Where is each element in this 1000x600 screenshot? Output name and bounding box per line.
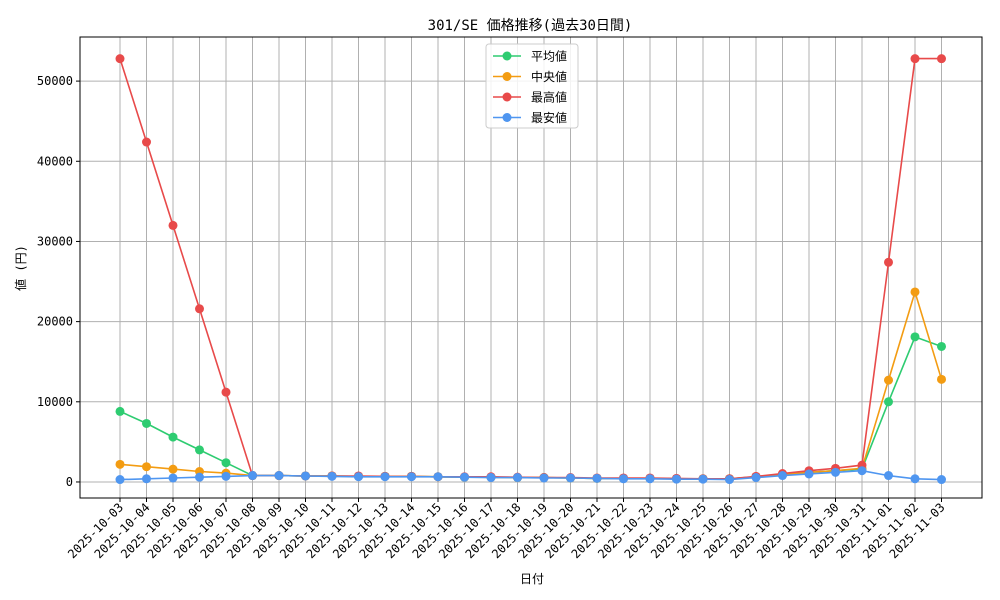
series-2-point (168, 220, 178, 230)
series-3-point (804, 469, 814, 479)
legend-box (485, 43, 579, 129)
plot-series (115, 54, 946, 485)
legend-label-0: 平均値 (531, 49, 567, 64)
series-3-point (354, 472, 363, 482)
chart-title: 301/SE 価格推移(過去30日間) (428, 18, 633, 34)
series-3-point (248, 471, 257, 481)
y-tick-label: 10000 (37, 395, 73, 409)
series-3-point (645, 474, 655, 484)
y-axis: 0 10000 20000 30000 40000 50000 (37, 74, 80, 489)
y-tick-label: 40000 (37, 154, 73, 168)
series-3-point (168, 473, 178, 483)
series-3-point (592, 473, 602, 483)
legend-label-1: 中央値 (531, 69, 567, 84)
series-3-point (513, 473, 522, 483)
series-3-point (698, 474, 708, 484)
y-tick-label: 50000 (37, 74, 73, 88)
legend-marker-0 (502, 51, 512, 61)
series-1-point (910, 287, 920, 297)
series-3-point (539, 473, 549, 483)
series-0-point (937, 341, 946, 351)
x-axis-label: 日付 (520, 572, 544, 586)
y-tick-label: 0 (66, 475, 73, 489)
series-0-point (168, 432, 178, 442)
series-2-point (884, 257, 893, 267)
series-3-point (566, 473, 575, 483)
series-3-point (221, 471, 231, 481)
series-3-point (751, 473, 761, 483)
series-2-point (115, 54, 125, 64)
series-3-point (195, 472, 204, 482)
series-0-point (910, 332, 920, 342)
series-1-point (115, 459, 125, 469)
series-2-point (142, 137, 151, 147)
series-3-point (407, 472, 416, 482)
y-tick-label: 30000 (37, 234, 73, 248)
series-2-point (910, 54, 920, 64)
series-0-point (195, 445, 204, 455)
series-2-point (937, 54, 946, 64)
legend-marker-2 (502, 92, 512, 102)
grid-lines (80, 37, 982, 498)
y-tick-label: 20000 (37, 315, 73, 329)
series-0-point (884, 397, 893, 407)
series-2-point (195, 304, 204, 314)
series-2-point (221, 387, 231, 397)
series-3-point (274, 471, 284, 481)
x-axis: 2025-10-032025-10-042025-10-052025-10-06… (65, 498, 948, 561)
series-3-point (460, 472, 469, 482)
series-0-point (142, 418, 151, 428)
series-line-1 (119, 289, 943, 480)
series-3-point (884, 471, 893, 481)
series-3-point (778, 471, 787, 481)
y-axis-label: 値 (円) (13, 245, 28, 291)
series-3-point (937, 475, 946, 485)
legend-marker-1 (502, 72, 512, 81)
series-0-point (115, 406, 125, 416)
series-3-point (857, 466, 867, 476)
series-3-point (380, 472, 390, 482)
series-3-point (327, 471, 337, 481)
series-3-point (910, 474, 920, 484)
series-3-point (619, 474, 628, 484)
series-0-point (221, 458, 231, 468)
series-3-point (301, 471, 310, 481)
series-3-point (433, 472, 443, 482)
series-3-point (115, 475, 125, 485)
series-3-point (725, 475, 734, 485)
series-3-point (486, 473, 496, 483)
series-1-point (937, 374, 946, 384)
series-3-point (831, 467, 840, 477)
series-3-point (142, 474, 151, 484)
legend-label-3: 最安値 (531, 110, 567, 125)
series-3-point (672, 474, 681, 484)
series-line-0 (119, 335, 942, 480)
legend-label-2: 最高値 (531, 90, 567, 105)
series-1-point (142, 462, 151, 472)
legend-marker-3 (502, 113, 512, 122)
plot-frame (79, 36, 983, 499)
series-1-point (884, 375, 893, 385)
series-1-point (168, 464, 178, 474)
